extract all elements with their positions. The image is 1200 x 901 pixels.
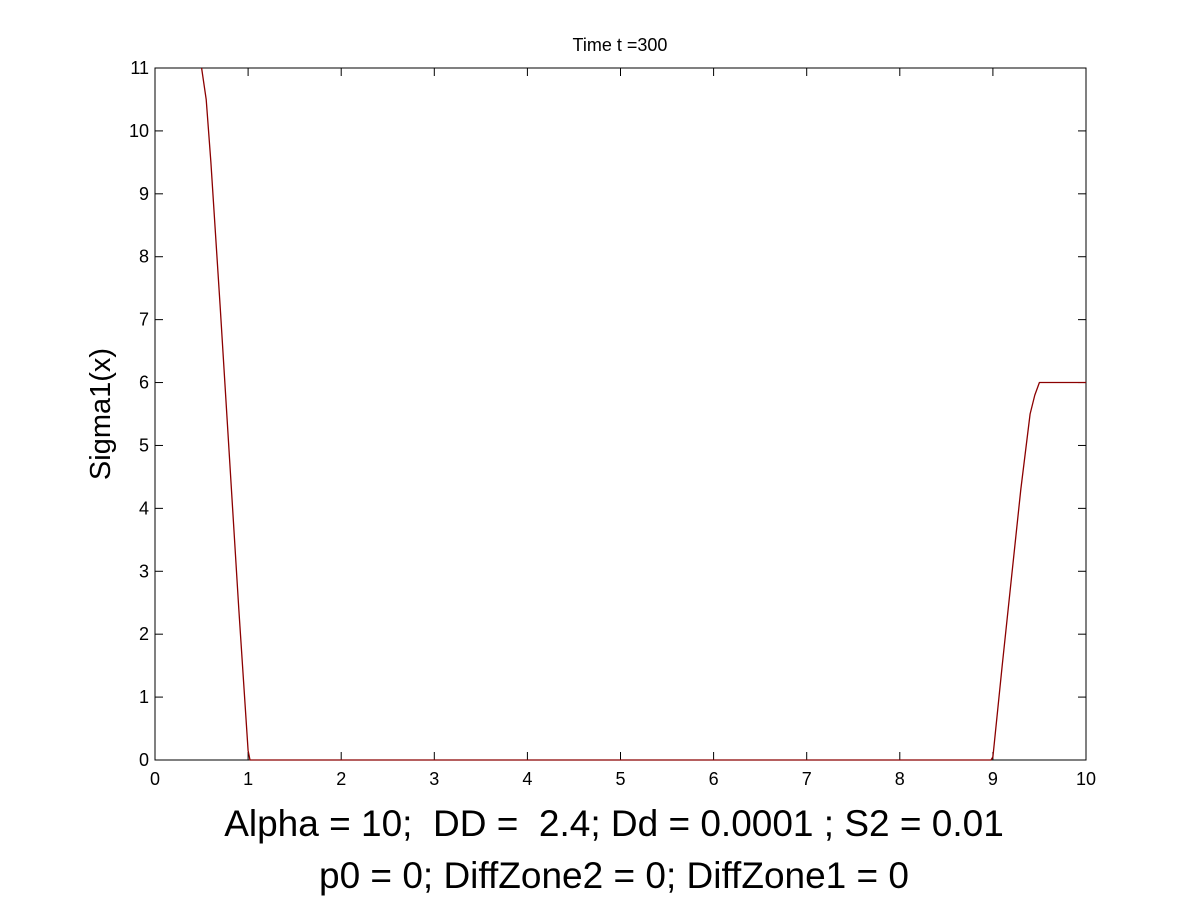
plot-frame bbox=[154, 67, 1087, 761]
y-tick-label: 2 bbox=[139, 624, 149, 644]
chart-title: Time t =300 bbox=[573, 35, 668, 55]
ticks: 0 1 2 3 4 5 6 7 8 9 10 0 1 2 3 4 5 6 7 8 9 10 11 bbox=[129, 58, 1096, 789]
x-tick-label: 6 bbox=[709, 769, 719, 789]
y-tick-label: 11 bbox=[130, 58, 149, 78]
x-tick-label: 3 bbox=[429, 769, 439, 789]
y-tick-label: 3 bbox=[139, 561, 149, 581]
x-tick-label: 1 bbox=[243, 769, 253, 789]
y-tick-label: 6 bbox=[139, 373, 149, 393]
y-tick-label: 7 bbox=[139, 310, 149, 330]
y-tick-label: 10 bbox=[129, 121, 149, 141]
y-tick-label: 8 bbox=[139, 247, 149, 267]
x-tick-label: 8 bbox=[895, 769, 905, 789]
series-group bbox=[200, 67, 1086, 761]
x-tick-label: 2 bbox=[336, 769, 346, 789]
y-tick-label: 4 bbox=[139, 498, 149, 518]
x-axis-label-line-2: p0 = 0; DiffZone2 = 0; DiffZone1 = 0 bbox=[319, 855, 909, 896]
y-tick-label: 0 bbox=[139, 750, 149, 770]
x-tick-label: 10 bbox=[1076, 769, 1096, 789]
x-tick-label: 7 bbox=[802, 769, 812, 789]
x-tick-label: 5 bbox=[615, 769, 625, 789]
y-tick-label: 5 bbox=[139, 435, 149, 455]
series-line-0 bbox=[200, 67, 1086, 761]
x-axis-label-line-1: Alpha = 10; DD = 2.4; Dd = 0.0001 ; S2 =… bbox=[224, 803, 1004, 844]
x-tick-label: 9 bbox=[988, 769, 998, 789]
y-tick-label: 9 bbox=[139, 184, 149, 204]
axes bbox=[154, 67, 1087, 761]
x-tick-label: 0 bbox=[150, 769, 160, 789]
y-tick-label: 1 bbox=[139, 687, 149, 707]
y-axis-label: Sigma1(x) bbox=[85, 348, 117, 480]
x-tick-label: 4 bbox=[522, 769, 532, 789]
